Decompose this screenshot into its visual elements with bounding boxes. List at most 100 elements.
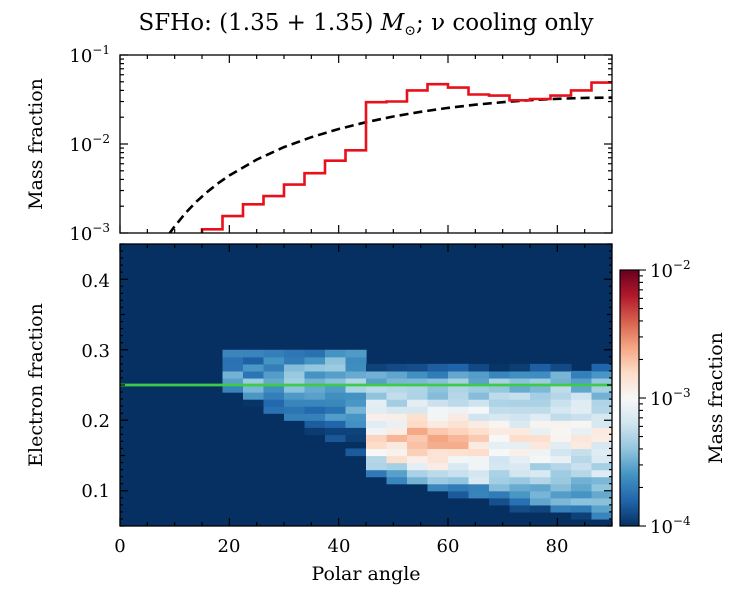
heatmap-cell (448, 469, 470, 478)
heatmap-cell (530, 392, 552, 400)
heatmap-cell (407, 462, 429, 471)
heatmap-cell (550, 399, 572, 407)
heatmap-cell (550, 420, 572, 428)
heatmap-cell (448, 413, 470, 421)
heatmap-cell (509, 370, 531, 379)
heatmap-cell (550, 377, 572, 386)
heatmap-cell (530, 434, 552, 442)
heatmap-cell (591, 406, 612, 414)
heatmap-cell (345, 349, 367, 358)
heatmap-cell (571, 455, 593, 464)
heatmap-cell (571, 448, 593, 457)
heatmap-cell (591, 385, 612, 393)
heatmap-cell (345, 377, 367, 386)
heatmap-cell (468, 448, 490, 457)
heatmap-cell (468, 455, 490, 464)
heatmap-cell (591, 399, 612, 407)
heatmap-cell (448, 448, 470, 457)
heatmap-cell (468, 462, 490, 471)
heatmap-cell (407, 476, 429, 485)
heatmap-cell (509, 469, 531, 478)
heatmap-cell (509, 385, 531, 393)
heatmap-cell (304, 349, 326, 358)
heatmap-cell (427, 434, 449, 442)
heatmap-cell (509, 434, 531, 442)
heatmap-cell (243, 399, 265, 407)
x-tick-label-40: 40 (328, 536, 351, 557)
heatmap-cell (571, 441, 593, 450)
heatmap-cell (571, 462, 593, 471)
heatmap-cell (571, 385, 593, 393)
heatmap-cell (530, 490, 552, 499)
heatmap-cell (448, 441, 470, 450)
heatmap-cell (448, 476, 470, 485)
heatmap-cell (489, 462, 511, 471)
heatmap-cell (407, 420, 429, 428)
heatmap-cell (591, 363, 612, 372)
heatmap-cell (427, 462, 449, 471)
heatmap-cell (427, 370, 449, 379)
heatmap-cell (530, 469, 552, 478)
heatmap-cell (571, 469, 593, 478)
heatmap-cell (366, 370, 388, 379)
heatmap-cell (550, 490, 572, 499)
heatmap-cell (571, 370, 593, 379)
heatmap-cell (407, 399, 429, 407)
heatmap-cell (468, 413, 490, 421)
heatmap-cell (284, 377, 306, 386)
heatmap-cell (489, 413, 511, 421)
heatmap-cell (427, 392, 449, 400)
heatmap-cell (284, 406, 306, 414)
heatmap-cell (407, 469, 429, 478)
heatmap-cell (489, 434, 511, 442)
heatmap-cell (489, 427, 511, 435)
heatmap-cell (304, 399, 326, 407)
heatmap-cell (386, 406, 408, 414)
heatmap-cell (386, 476, 408, 485)
heatmap-cell (550, 504, 572, 513)
heatmap-cell (386, 363, 408, 372)
top-y-tick-label-1e-2: 10−2 (69, 132, 110, 156)
heatmap-cell (489, 399, 511, 407)
heatmap-cell (345, 420, 367, 428)
heatmap-cell (448, 427, 470, 435)
heatmap-cell (263, 356, 285, 365)
y-tick-label-0.1: 0.1 (81, 481, 110, 502)
heatmap-cell (366, 413, 388, 421)
heatmap-cell (427, 427, 449, 435)
top-axis-ticks (119, 54, 613, 234)
heatmap-cell (468, 377, 490, 386)
heatmap-cell (591, 504, 612, 513)
heatmap-cell (448, 455, 470, 464)
heatmap-cell (509, 455, 531, 464)
heatmap-cell (550, 370, 572, 379)
heatmap-cell (530, 427, 552, 435)
heatmap-cell (386, 377, 408, 386)
heatmap-cell (489, 370, 511, 379)
heatmap-cell (345, 448, 367, 457)
y-tick-label-0.4: 0.4 (81, 271, 110, 292)
heatmap-cell (489, 392, 511, 400)
heatmap-cell (489, 469, 511, 478)
heatmap-cell (304, 385, 326, 393)
heatmap-cell (509, 441, 531, 450)
heatmap-cell (243, 349, 265, 358)
heatmap-cell (509, 497, 531, 506)
heatmap-cell (530, 448, 552, 457)
heatmap-cell (304, 363, 326, 372)
heatmap-cell (530, 363, 552, 372)
heatmap-cell (509, 476, 531, 485)
heatmap-cell (407, 385, 429, 393)
heatmap-cell (468, 370, 490, 379)
heatmap-cell (468, 420, 490, 428)
heatmap-cell (468, 483, 490, 492)
heatmap-cell (243, 377, 265, 386)
heatmap-cell (325, 434, 347, 442)
colorbar-tick-label-1e-3: 10−3 (650, 386, 691, 410)
heatmap-cell (468, 469, 490, 478)
y-tick-label-0.3: 0.3 (81, 341, 110, 362)
top-panel: 10−3 10−2 10−1 Mass fraction (25, 43, 613, 245)
heatmap-cell (571, 497, 593, 506)
heatmap-cell (325, 363, 347, 372)
heatmap-cell (530, 377, 552, 386)
